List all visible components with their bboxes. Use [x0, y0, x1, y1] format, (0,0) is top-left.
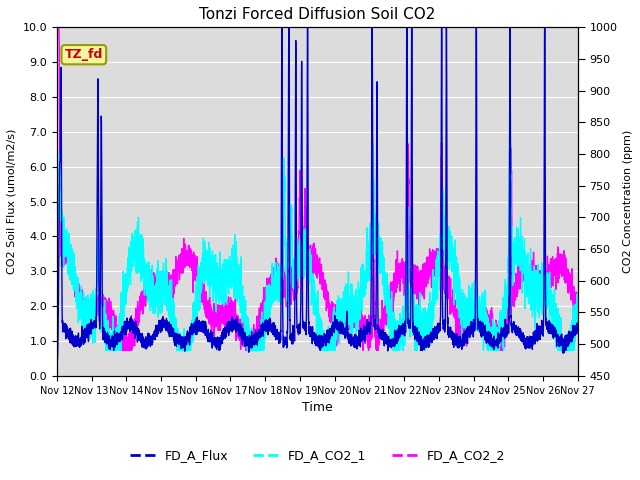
- Legend: FD_A_Flux, FD_A_CO2_1, FD_A_CO2_2: FD_A_Flux, FD_A_CO2_1, FD_A_CO2_2: [125, 444, 510, 467]
- Text: TZ_fd: TZ_fd: [65, 48, 103, 61]
- Y-axis label: CO2 Soil Flux (umol/m2/s): CO2 Soil Flux (umol/m2/s): [7, 129, 17, 274]
- Y-axis label: CO2 Concentration (ppm): CO2 Concentration (ppm): [623, 130, 633, 273]
- Title: Tonzi Forced Diffusion Soil CO2: Tonzi Forced Diffusion Soil CO2: [199, 7, 435, 22]
- X-axis label: Time: Time: [302, 401, 333, 414]
